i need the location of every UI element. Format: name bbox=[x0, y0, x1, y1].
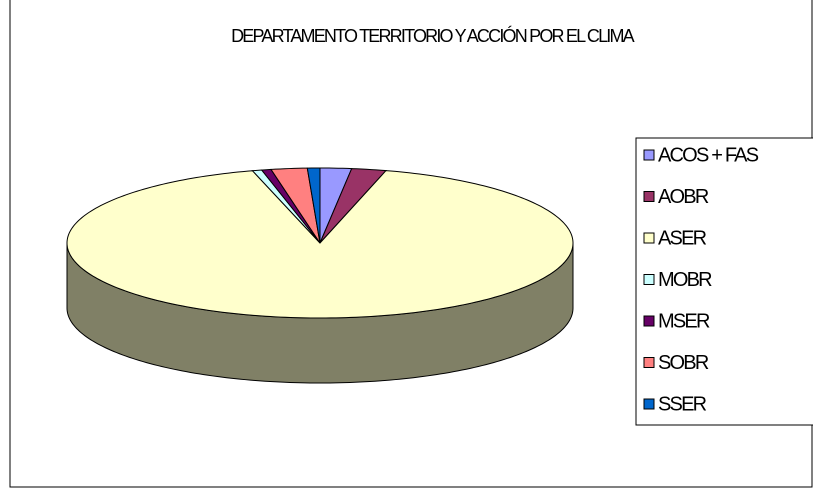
legend-label: SSER bbox=[658, 393, 707, 415]
legend-label: ASER bbox=[658, 227, 707, 249]
legend-swatch bbox=[643, 191, 655, 202]
legend-box bbox=[635, 137, 813, 426]
legend-label: ACOS + FAS bbox=[658, 144, 759, 166]
legend-swatch bbox=[643, 274, 655, 285]
pie-slice bbox=[66, 170, 574, 319]
legend-swatch bbox=[643, 357, 655, 368]
legend-label: SOBR bbox=[658, 352, 709, 374]
pie-slice bbox=[306, 167, 321, 244]
legend-label: MOBR bbox=[658, 269, 712, 291]
legend-label: MSER bbox=[658, 310, 710, 332]
chart-title: DEPARTAMENTO TERRITORIO Y ACCIÓN POR EL … bbox=[231, 25, 635, 46]
legend-swatch bbox=[643, 398, 655, 410]
pie-slice bbox=[270, 167, 321, 244]
legend-label: AOBR bbox=[658, 186, 709, 208]
legend-swatch bbox=[643, 232, 655, 244]
legend-swatch bbox=[643, 149, 655, 161]
legend-swatch bbox=[643, 315, 655, 327]
